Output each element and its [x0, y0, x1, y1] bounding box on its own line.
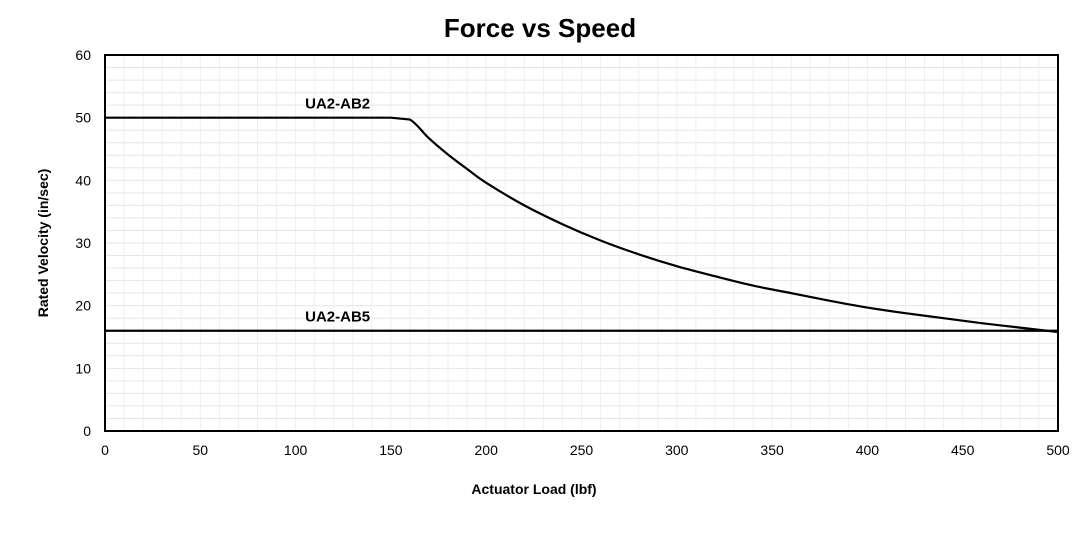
chart-title: Force vs Speed	[444, 13, 636, 43]
series-lines	[105, 116, 1059, 334]
y-tick-label: 30	[75, 235, 91, 251]
x-tick-label: 0	[101, 442, 109, 458]
x-tick-label: 450	[951, 442, 975, 458]
y-tick-label: 20	[75, 298, 91, 314]
y-axis-label: Rated Velocity (in/sec)	[35, 169, 51, 318]
x-tick-label: 200	[475, 442, 499, 458]
y-tick-label: 40	[75, 172, 91, 188]
plot-area-frame	[104, 54, 1059, 432]
x-axis-label: Actuator Load (lbf)	[471, 481, 596, 497]
x-tick-label: 150	[379, 442, 403, 458]
y-tick-label: 50	[75, 110, 91, 126]
x-tick-label: 500	[1046, 442, 1070, 458]
x-tick-label: 300	[665, 442, 689, 458]
x-tick-label: 50	[193, 442, 209, 458]
series-line-ua2-ab2	[105, 116, 1059, 334]
series-label-ua2-ab5: UA2-AB5	[305, 309, 370, 326]
y-tick-label: 0	[83, 423, 91, 439]
x-tick-label: 400	[856, 442, 880, 458]
series-label-ua2-ab2: UA2-AB2	[305, 96, 370, 113]
x-tick-label: 250	[570, 442, 594, 458]
y-tick-label: 10	[75, 360, 91, 376]
series-labels: UA2-AB2 UA2-AB5	[305, 96, 370, 326]
tick-labels: 0 50 100 150 200 250 300 350 400 450 500 0 10 20 30 40 5…	[75, 47, 1069, 458]
y-tick-label: 60	[75, 47, 91, 63]
grid	[104, 54, 1059, 432]
x-tick-label: 100	[284, 442, 308, 458]
x-tick-label: 350	[760, 442, 784, 458]
